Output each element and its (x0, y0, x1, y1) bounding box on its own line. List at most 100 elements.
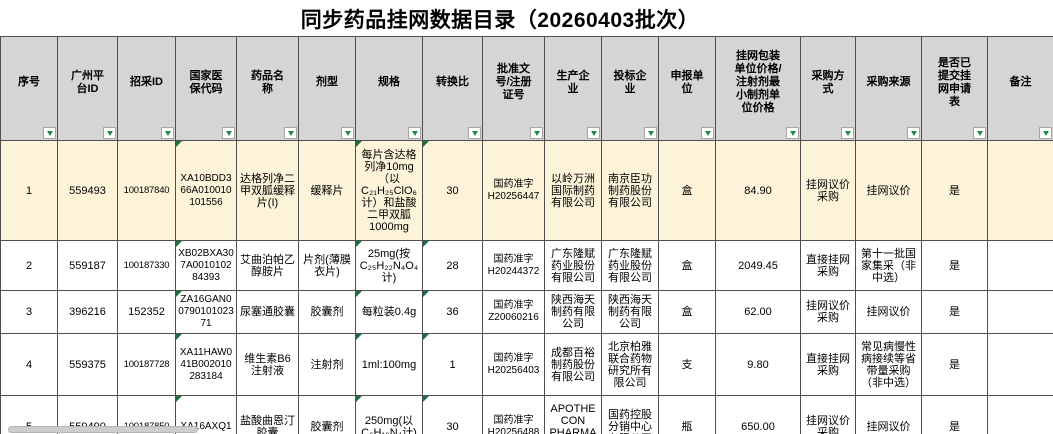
cell-approval-number[interactable]: 国药准字H20244372 (482, 240, 545, 291)
cell-purchase-source[interactable]: 挂网议价 (855, 395, 922, 434)
cell-remarks[interactable] (987, 140, 1053, 241)
cell-bidder[interactable]: 国药控股分销中心有限公司 (601, 395, 659, 434)
filter-dropdown-button[interactable] (341, 127, 354, 139)
cell-remarks[interactable] (987, 290, 1053, 334)
cell-listed-price[interactable]: 62.00 (715, 290, 801, 334)
cell-guangzhou-platform-id[interactable]: 559493 (57, 140, 118, 241)
cell-drug-name[interactable]: 尿塞通胶囊 (236, 290, 299, 334)
cell-remarks[interactable] (987, 395, 1053, 434)
cell-purchase-source[interactable]: 挂网议价 (855, 140, 922, 241)
cell-listed-price[interactable]: 650.00 (715, 395, 801, 434)
col-header-application-submitted[interactable]: 是否已 提交挂 网申请 表 (921, 36, 988, 141)
cell-application-submitted[interactable]: 是 (921, 333, 988, 396)
col-header-specification[interactable]: 规格 (355, 36, 423, 141)
cell-procurement-id[interactable]: 100187728 (117, 333, 176, 396)
cell-declare-unit[interactable]: 盒 (658, 290, 716, 334)
cell-guangzhou-platform-id[interactable]: 559187 (57, 240, 118, 291)
cell-purchase-method[interactable]: 挂网议价采购 (800, 395, 856, 434)
filter-dropdown-button[interactable] (701, 127, 714, 139)
cell-application-submitted[interactable]: 是 (921, 140, 988, 241)
col-header-guangzhou-platform-id[interactable]: 广州平 台ID (57, 36, 118, 141)
cell-specification[interactable]: 250mg(以C₆H₁₈N₄计) (355, 395, 423, 434)
col-header-bidder[interactable]: 投标企 业 (601, 36, 659, 141)
filter-dropdown-button[interactable] (43, 127, 56, 139)
filter-dropdown-button[interactable] (468, 127, 481, 139)
cell-procurement-id[interactable]: 100187330 (117, 240, 176, 291)
col-header-purchase-method[interactable]: 采购方 式 (800, 36, 856, 141)
filter-dropdown-button[interactable] (284, 127, 297, 139)
cell-bidder[interactable]: 南京臣功制药股份有限公司 (601, 140, 659, 241)
cell-approval-number[interactable]: 国药准字H20256403 (482, 333, 545, 396)
cell-insurance-code[interactable]: XA10BDD366A010010101556 (175, 140, 237, 241)
cell-remarks[interactable] (987, 240, 1053, 291)
cell-remarks[interactable] (987, 333, 1053, 396)
cell-purchase-method[interactable]: 直接挂网采购 (800, 240, 856, 291)
cell-insurance-code[interactable]: XB02BXA307A001010284393 (175, 240, 237, 291)
cell-manufacturer[interactable]: 以岭万洲国际制药有限公司 (544, 140, 602, 241)
filter-dropdown-button[interactable] (841, 127, 854, 139)
filter-dropdown-button[interactable] (973, 127, 986, 139)
cell-bidder[interactable]: 北京柏雅联合药物研究所有限公司 (601, 333, 659, 396)
cell-application-submitted[interactable]: 是 (921, 290, 988, 334)
cell-approval-number[interactable]: 国药准字H20256447 (482, 140, 545, 241)
col-header-remarks[interactable]: 备注 (987, 36, 1053, 141)
cell-declare-unit[interactable]: 支 (658, 333, 716, 396)
col-header-drug-name[interactable]: 药品名 称 (236, 36, 299, 141)
filter-dropdown-button[interactable] (786, 127, 799, 139)
cell-approval-number[interactable]: 国药准字H20256488 (482, 395, 545, 434)
filter-dropdown-button[interactable] (161, 127, 174, 139)
cell-seq[interactable]: 1 (0, 140, 58, 241)
cell-manufacturer[interactable]: APOTHECON PHARMAC (544, 395, 602, 434)
cell-bidder[interactable]: 广东隆赋药业股份有限公司 (601, 240, 659, 291)
cell-purchase-source[interactable]: 挂网议价 (855, 290, 922, 334)
cell-application-submitted[interactable]: 是 (921, 240, 988, 291)
cell-manufacturer[interactable]: 广东隆赋药业股份有限公司 (544, 240, 602, 291)
col-header-purchase-source[interactable]: 采购来源 (855, 36, 922, 141)
filter-dropdown-button[interactable] (530, 127, 543, 139)
cell-insurance-code[interactable]: ZA16GAN0079010102371 (175, 290, 237, 334)
col-header-procurement-id[interactable]: 招采ID (117, 36, 176, 141)
cell-seq[interactable]: 4 (0, 333, 58, 396)
cell-specification[interactable]: 每粒装0.4g (355, 290, 423, 334)
cell-procurement-id[interactable]: 100187840 (117, 140, 176, 241)
cell-dosage-form[interactable]: 缓释片 (298, 140, 356, 241)
cell-listed-price[interactable]: 2049.45 (715, 240, 801, 291)
cell-conversion-ratio[interactable]: 30 (422, 140, 483, 241)
cell-manufacturer[interactable]: 成都百裕制药股份有限公司 (544, 333, 602, 396)
cell-seq[interactable]: 3 (0, 290, 58, 334)
filter-dropdown-button[interactable] (644, 127, 657, 139)
cell-conversion-ratio[interactable]: 30 (422, 395, 483, 434)
cell-guangzhou-platform-id[interactable]: 559375 (57, 333, 118, 396)
cell-drug-name[interactable]: 艾曲泊帕乙醇胺片 (236, 240, 299, 291)
cell-application-submitted[interactable]: 是 (921, 395, 988, 434)
col-header-seq[interactable]: 序号 (0, 36, 58, 141)
filter-dropdown-button[interactable] (907, 127, 920, 139)
cell-purchase-source[interactable]: 常见病慢性病接续等省带量采购（非中选） (855, 333, 922, 396)
cell-declare-unit[interactable]: 盒 (658, 240, 716, 291)
cell-conversion-ratio[interactable]: 1 (422, 333, 483, 396)
filter-dropdown-button[interactable] (408, 127, 421, 139)
horizontal-scrollbar-thumb[interactable] (8, 426, 198, 433)
cell-listed-price[interactable]: 9.80 (715, 333, 801, 396)
cell-procurement-id[interactable]: 152352 (117, 290, 176, 334)
filter-dropdown-button[interactable] (222, 127, 235, 139)
col-header-insurance-code[interactable]: 国家医 保代码 (175, 36, 237, 141)
filter-dropdown-button[interactable] (587, 127, 600, 139)
cell-dosage-form[interactable]: 胶囊剂 (298, 395, 356, 434)
cell-listed-price[interactable]: 84.90 (715, 140, 801, 241)
cell-insurance-code[interactable]: XA11HAW041B002010283184 (175, 333, 237, 396)
cell-specification[interactable]: 25mg(按C₂₅H₂₂N₄O₄计) (355, 240, 423, 291)
cell-purchase-method[interactable]: 挂网议价采购 (800, 290, 856, 334)
col-header-listed-price[interactable]: 挂网包装 单位价格/ 注射剂最 小制剂单 位价格 (715, 36, 801, 141)
cell-dosage-form[interactable]: 胶囊剂 (298, 290, 356, 334)
cell-bidder[interactable]: 陕西海天制药有限公司 (601, 290, 659, 334)
cell-declare-unit[interactable]: 盒 (658, 140, 716, 241)
cell-drug-name[interactable]: 维生素B6注射液 (236, 333, 299, 396)
col-header-approval-number[interactable]: 批准文 号/注册 证号 (482, 36, 545, 141)
cell-drug-name[interactable]: 盐酸曲恩汀胶囊 (236, 395, 299, 434)
col-header-declare-unit[interactable]: 申报单 位 (658, 36, 716, 141)
cell-manufacturer[interactable]: 陕西海天制药有限公司 (544, 290, 602, 334)
cell-conversion-ratio[interactable]: 28 (422, 240, 483, 291)
col-header-manufacturer[interactable]: 生产企 业 (544, 36, 602, 141)
cell-dosage-form[interactable]: 片剂(薄膜衣片) (298, 240, 356, 291)
